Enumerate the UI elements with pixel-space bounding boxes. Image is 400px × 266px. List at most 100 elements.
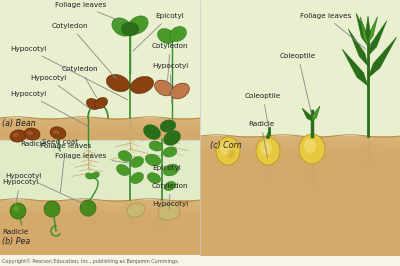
Text: Hypocotyl: Hypocotyl <box>2 179 38 205</box>
Polygon shape <box>200 137 400 138</box>
Polygon shape <box>360 17 368 46</box>
Polygon shape <box>0 200 200 201</box>
Polygon shape <box>0 131 200 132</box>
Text: Hypocotyl: Hypocotyl <box>30 75 91 109</box>
Polygon shape <box>366 16 370 41</box>
Polygon shape <box>0 214 200 215</box>
Ellipse shape <box>116 164 130 176</box>
Polygon shape <box>0 207 200 208</box>
Ellipse shape <box>27 131 33 135</box>
Polygon shape <box>0 127 200 128</box>
Ellipse shape <box>216 137 240 165</box>
Ellipse shape <box>160 120 176 132</box>
Text: Copyright© Pearson Education, Inc., publishing as Benjamin Cummings.: Copyright© Pearson Education, Inc., publ… <box>2 258 179 264</box>
Polygon shape <box>0 121 200 122</box>
Polygon shape <box>200 147 400 148</box>
Polygon shape <box>0 213 200 214</box>
Polygon shape <box>200 141 400 142</box>
Text: Coleoptile: Coleoptile <box>280 53 316 113</box>
Polygon shape <box>0 128 200 129</box>
Ellipse shape <box>144 125 160 139</box>
Polygon shape <box>0 200 200 255</box>
Polygon shape <box>0 132 200 133</box>
Polygon shape <box>0 123 200 124</box>
Ellipse shape <box>10 130 26 142</box>
Polygon shape <box>348 29 368 66</box>
Polygon shape <box>200 143 400 144</box>
Ellipse shape <box>163 147 177 157</box>
Ellipse shape <box>118 151 132 161</box>
Polygon shape <box>0 209 200 210</box>
Polygon shape <box>200 142 400 143</box>
Ellipse shape <box>92 172 99 178</box>
Polygon shape <box>0 210 200 211</box>
Ellipse shape <box>10 203 26 219</box>
Polygon shape <box>0 206 200 207</box>
Polygon shape <box>0 130 200 131</box>
Ellipse shape <box>50 127 66 139</box>
Polygon shape <box>200 146 400 147</box>
Text: Hypocotyl: Hypocotyl <box>10 46 128 100</box>
Ellipse shape <box>13 133 19 137</box>
Ellipse shape <box>147 173 161 183</box>
Polygon shape <box>302 108 312 121</box>
Polygon shape <box>200 138 400 139</box>
Polygon shape <box>368 17 378 43</box>
Text: Hypocotyl: Hypocotyl <box>5 173 84 204</box>
Ellipse shape <box>260 141 272 155</box>
Text: Foliage leaves: Foliage leaves <box>55 153 132 164</box>
Polygon shape <box>0 202 200 203</box>
Polygon shape <box>200 150 400 151</box>
Text: Cotyledon: Cotyledon <box>52 23 116 79</box>
Text: Hypocotyl: Hypocotyl <box>152 63 188 103</box>
Text: Cotyledon: Cotyledon <box>152 43 188 85</box>
Polygon shape <box>200 0 400 136</box>
Polygon shape <box>200 136 400 137</box>
Polygon shape <box>368 21 387 56</box>
Ellipse shape <box>299 134 325 164</box>
Polygon shape <box>0 118 200 119</box>
Ellipse shape <box>86 98 100 110</box>
Ellipse shape <box>121 22 139 36</box>
Polygon shape <box>0 122 200 123</box>
Polygon shape <box>0 125 200 126</box>
Polygon shape <box>0 204 200 205</box>
Text: Radicle: Radicle <box>20 141 57 148</box>
Polygon shape <box>312 106 320 121</box>
Polygon shape <box>0 120 200 121</box>
Text: Coleoptile: Coleoptile <box>245 93 281 128</box>
Polygon shape <box>0 118 200 255</box>
Ellipse shape <box>304 139 316 153</box>
Polygon shape <box>200 149 400 150</box>
Ellipse shape <box>128 16 148 34</box>
Ellipse shape <box>130 76 154 94</box>
Text: Radicle: Radicle <box>248 121 274 158</box>
Text: (a) Bean: (a) Bean <box>2 119 36 128</box>
Text: (c) Corn: (c) Corn <box>210 141 242 150</box>
Polygon shape <box>200 139 400 140</box>
Polygon shape <box>0 119 200 120</box>
Polygon shape <box>342 49 368 86</box>
Ellipse shape <box>53 130 59 134</box>
Text: Seed coat: Seed coat <box>42 133 78 145</box>
Polygon shape <box>200 144 400 145</box>
Ellipse shape <box>13 206 19 212</box>
Ellipse shape <box>171 83 189 99</box>
Ellipse shape <box>145 154 161 166</box>
Text: Cotyledon: Cotyledon <box>62 66 98 98</box>
Ellipse shape <box>155 80 173 96</box>
Text: (b) Pea: (b) Pea <box>2 237 30 246</box>
Text: Hypocotyl: Hypocotyl <box>10 91 88 127</box>
Polygon shape <box>0 140 200 200</box>
Ellipse shape <box>149 141 163 151</box>
Polygon shape <box>0 212 200 213</box>
Ellipse shape <box>130 157 144 167</box>
Text: Foliage leaves: Foliage leaves <box>40 143 91 192</box>
Ellipse shape <box>163 164 179 176</box>
Text: Epicotyl: Epicotyl <box>133 13 184 51</box>
Polygon shape <box>0 205 200 206</box>
Text: Radicle: Radicle <box>2 223 28 235</box>
Ellipse shape <box>24 128 40 140</box>
Polygon shape <box>0 201 200 202</box>
Polygon shape <box>200 148 400 149</box>
